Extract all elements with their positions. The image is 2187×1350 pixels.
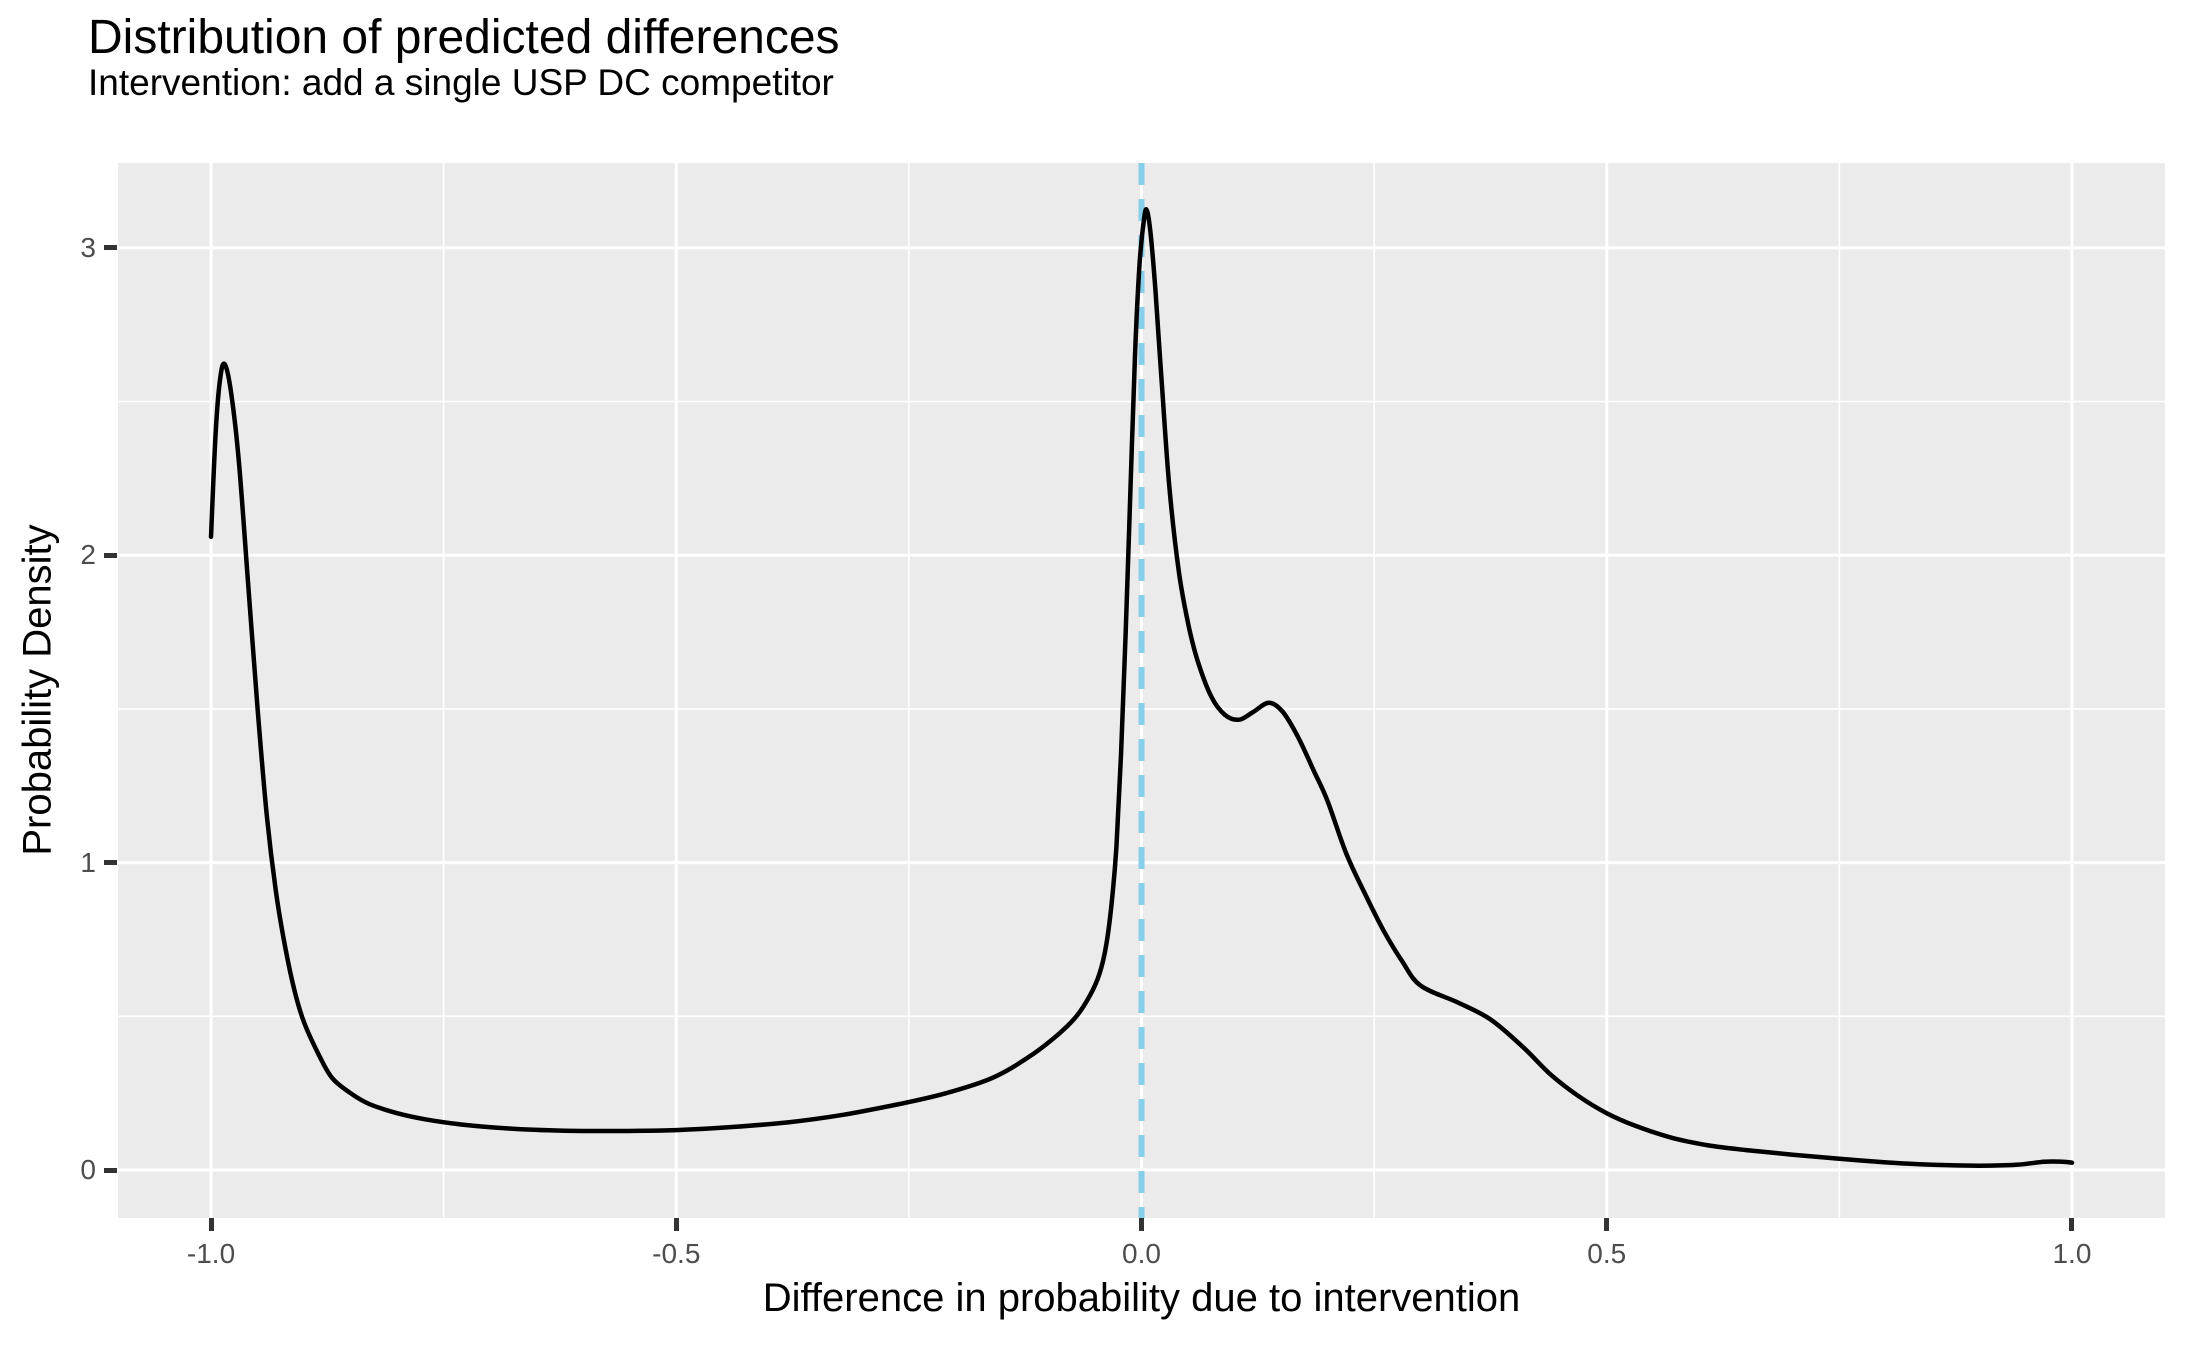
x-tick-label: 1.0 [2052, 1238, 2092, 1269]
x-tick-mark [1139, 1218, 1144, 1231]
y-axis-title: Probability Density [15, 524, 60, 856]
y-tick-mark [104, 860, 117, 866]
x-tick-mark [2069, 1218, 2075, 1231]
x-tick-mark [673, 1218, 679, 1231]
y-tick-label: 2 [80, 539, 96, 571]
y-tick-label: 0 [80, 1154, 96, 1186]
plot-title: Distribution of predicted differences [88, 11, 840, 64]
y-tick-mark [104, 245, 117, 251]
density-curve [208, 207, 2075, 1168]
x-tick-label: 0.0 [1122, 1238, 1161, 1269]
x-tick-label: -1.0 [186, 1238, 236, 1269]
x-axis-title: Difference in probability due to interve… [762, 1276, 1521, 1320]
x-tick-label: -0.5 [652, 1238, 701, 1269]
x-tick-mark [208, 1218, 214, 1231]
x-tick-label: 0.5 [1587, 1238, 1627, 1269]
y-tick-label: 1 [80, 846, 96, 878]
y-tick-label: 3 [80, 231, 96, 263]
plot-panel [118, 163, 2165, 1218]
y-tick-mark [104, 552, 117, 558]
x-tick-mark [1604, 1218, 1610, 1231]
plot-canvas [118, 163, 2165, 1218]
plot-subtitle: Intervention: add a single USP DC compet… [88, 62, 834, 103]
y-tick-mark [104, 1167, 117, 1173]
